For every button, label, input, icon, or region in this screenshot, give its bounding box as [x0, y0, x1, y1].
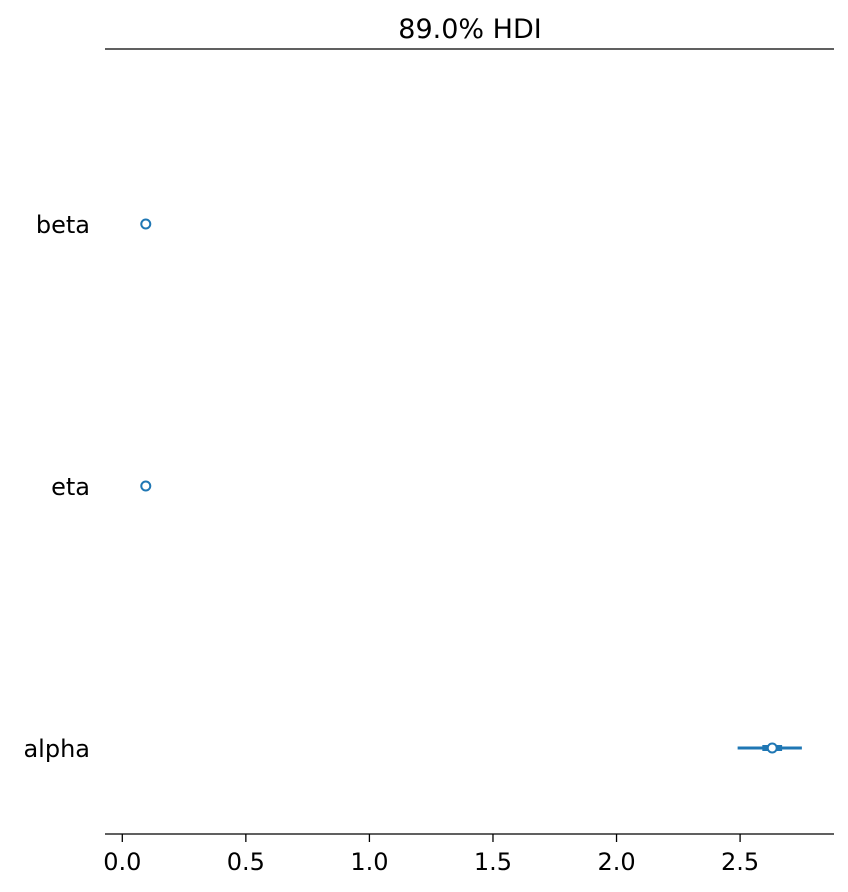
x-tick-label: 0.5 [227, 848, 265, 876]
y-label-beta: beta [36, 211, 90, 239]
x-axis-ticks: 0.0 0.5 1.0 1.5 2.0 2.5 [103, 834, 759, 876]
y-axis-labels: beta eta alpha [23, 211, 90, 763]
x-tick-label: 0.0 [103, 848, 141, 876]
chart-title: 89.0% HDI [398, 14, 541, 45]
median-point-alpha [766, 742, 778, 754]
y-label-eta: eta [51, 473, 90, 501]
median-point-eta [140, 480, 152, 492]
x-tick-label: 2.5 [721, 848, 759, 876]
y-label-alpha: alpha [23, 735, 90, 763]
forest-marks [140, 218, 802, 754]
x-tick-label: 2.0 [597, 848, 635, 876]
median-point-beta [140, 218, 152, 230]
x-tick-label: 1.5 [474, 848, 512, 876]
x-tick-label: 1.0 [350, 848, 388, 876]
